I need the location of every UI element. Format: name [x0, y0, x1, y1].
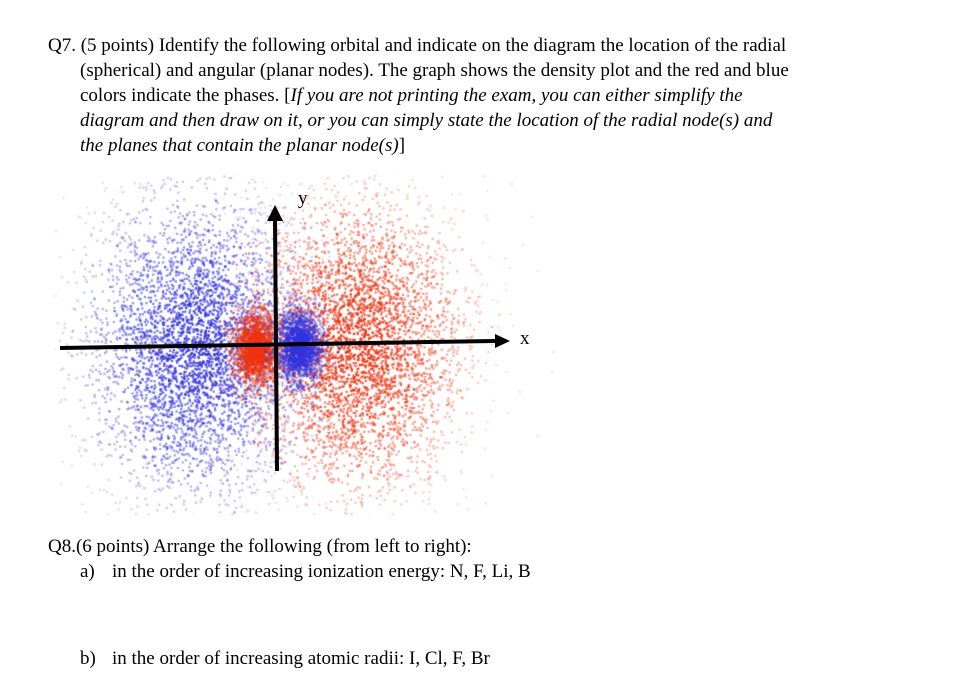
- q7-line-5-end: ]: [398, 135, 406, 156]
- q7-instruction-italic: If you are not printing the exam, you ca…: [290, 85, 743, 106]
- q8-item-a: a) in the order of increasing ionization …: [48, 559, 531, 584]
- y-axis-arrow-icon: [267, 205, 283, 221]
- question-7: Q7. (5 points) Identify the following or…: [48, 33, 918, 158]
- q7-line-2: (spherical) and angular (planar nodes). …: [80, 60, 789, 81]
- q7-line-1: Q7. (5 points) Identify the following or…: [48, 35, 787, 56]
- axes: [59, 205, 510, 472]
- x-axis-arrow-icon: [495, 334, 510, 348]
- q7-line-3-text: colors indicate the phases. [: [80, 85, 291, 106]
- y-axis: [273, 219, 279, 472]
- orbital-density-diagram: x y: [55, 175, 555, 515]
- q7-line-3: colors indicate the phases. [If you are …: [48, 83, 918, 108]
- q8-item-a-marker: a): [80, 561, 95, 582]
- q8-item-b-marker: b): [80, 648, 96, 669]
- q7-line-4: diagram and then draw on it, or you can …: [80, 110, 773, 131]
- q8-item-b-text: in the order of increasing atomic radii:…: [112, 648, 490, 669]
- q8-title: Q8.(6 points) Arrange the following (fro…: [48, 536, 472, 557]
- q8-item-a-text: in the order of increasing ionization en…: [112, 561, 531, 582]
- q7-line-5: the planes that contain the planar node(…: [48, 133, 918, 158]
- question-8: Q8.(6 points) Arrange the following (fro…: [48, 534, 531, 671]
- q8-item-b: b) in the order of increasing atomic radi…: [48, 646, 531, 671]
- x-axis-label: x: [520, 328, 530, 349]
- y-axis-label: y: [298, 188, 308, 209]
- q7-line-5-italic: the planes that contain the planar node(…: [80, 135, 399, 156]
